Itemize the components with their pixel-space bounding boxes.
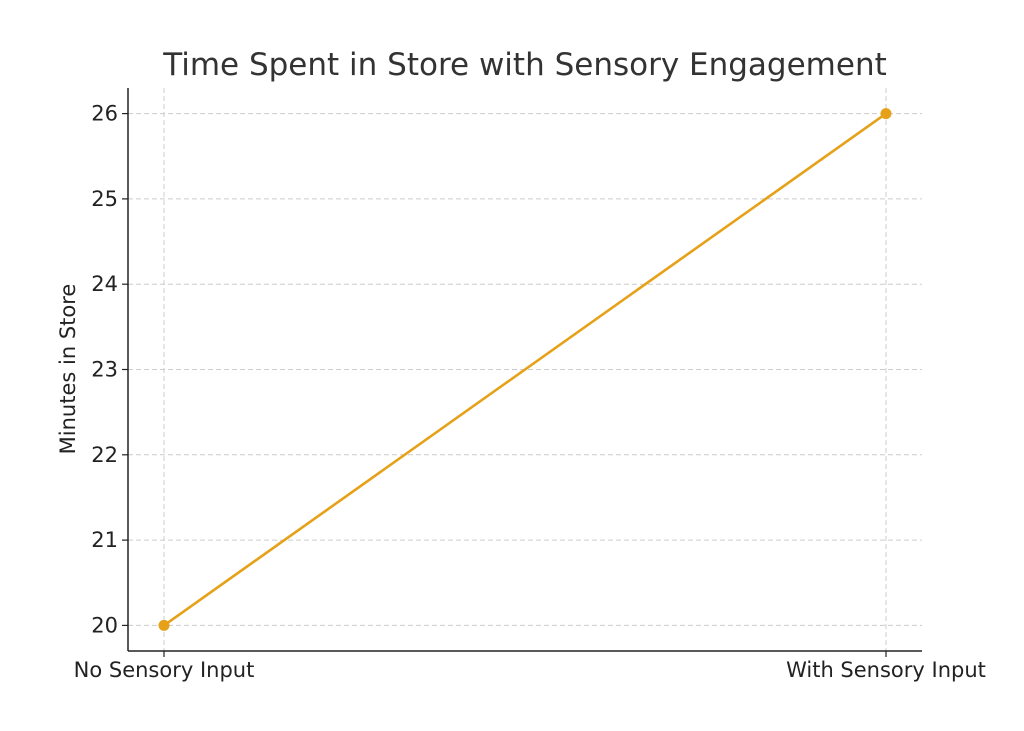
y-tick-label: 21 xyxy=(91,528,118,552)
y-tick-label: 23 xyxy=(91,358,118,382)
series-line xyxy=(162,112,888,627)
y-tick-label: 25 xyxy=(91,187,118,211)
x-tick-label: With Sensory Input xyxy=(786,658,986,682)
y-ticks: 20 21 22 23 24 25 26 xyxy=(91,102,128,637)
data-point xyxy=(158,619,170,631)
chart-title: Time Spent in Store with Sensory Engagem… xyxy=(162,47,887,83)
y-tick-label: 20 xyxy=(91,613,118,637)
y-tick-label: 22 xyxy=(91,443,118,467)
y-axis-label: Minutes in Store xyxy=(56,284,80,455)
series xyxy=(158,108,892,631)
x-ticks: No Sensory Input With Sensory Input xyxy=(74,651,986,682)
data-point xyxy=(880,108,892,120)
y-tick-label: 26 xyxy=(91,102,118,126)
y-tick-label: 24 xyxy=(91,272,118,296)
x-tick-label: No Sensory Input xyxy=(74,658,255,682)
